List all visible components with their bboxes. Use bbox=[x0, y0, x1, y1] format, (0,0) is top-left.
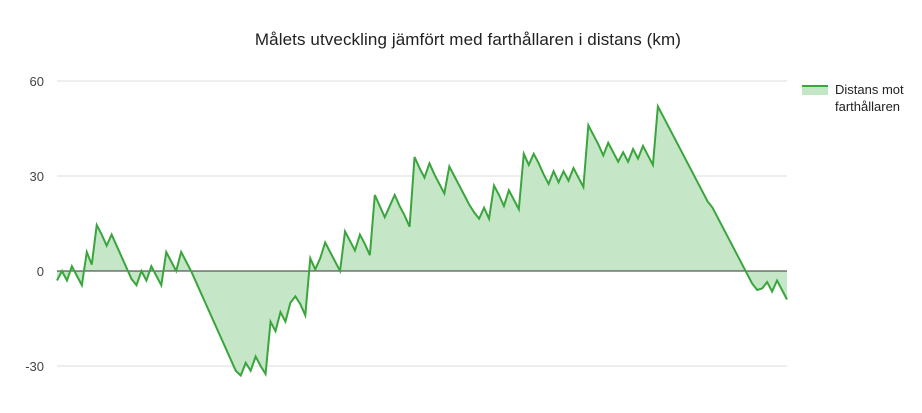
y-tick-label: -30 bbox=[25, 359, 44, 374]
series-line-layer bbox=[56, 102, 788, 378]
y-tick-label: 30 bbox=[30, 169, 44, 184]
y-tick-label: 0 bbox=[37, 264, 44, 279]
legend-swatch bbox=[802, 85, 828, 95]
y-axis-ticks: 60 30 0 -30 bbox=[25, 74, 44, 374]
y-tick-label: 60 bbox=[30, 74, 44, 89]
series-area-layer bbox=[57, 106, 787, 376]
legend-label: Distans mot farthållaren bbox=[835, 82, 904, 114]
series-line bbox=[56, 102, 788, 378]
series-area bbox=[57, 106, 787, 376]
chart-title: Målets utveckling jämfört med farthållar… bbox=[254, 30, 682, 49]
